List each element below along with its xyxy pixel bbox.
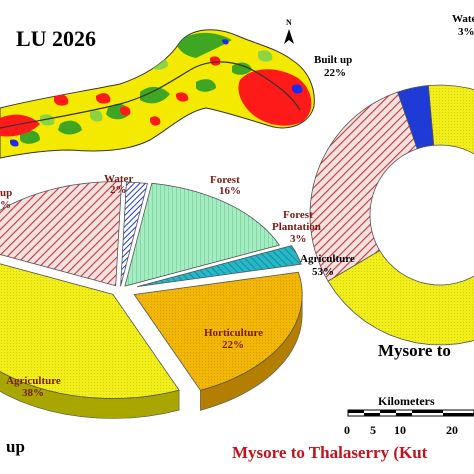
pie-value-built-up: % [0, 199, 11, 211]
doughnut-subtitle: Mysore to [378, 341, 451, 360]
scale-tick: 0 [344, 423, 350, 437]
pie-value-horticulture: 22% [222, 339, 244, 351]
pie-slice-horticulture [133, 271, 303, 391]
bottom-left-fragment: up [6, 437, 25, 456]
north-arrow-icon: N [284, 18, 294, 44]
map-title: LU 2026 [16, 26, 96, 51]
pie-slice-forest [124, 182, 280, 287]
pie-value-agriculture: 38% [22, 387, 44, 399]
donut-label-water: Wate [452, 13, 474, 25]
pie-chart-3d [0, 181, 303, 419]
pie-value-forest: 16% [219, 185, 241, 197]
pie-label-water: Water [104, 173, 133, 185]
map-forest-patches [20, 32, 252, 144]
pie-label-horticulture: Horticulture [204, 327, 263, 339]
scale-label: Kilometers [378, 394, 435, 408]
scale-tick: 5 [370, 423, 376, 437]
pie-value-water: 2% [110, 184, 127, 196]
donut-slice-water [397, 85, 435, 150]
donut-value-water: 3% [458, 26, 474, 38]
bottom-title: Mysore to Thalaserry (Kut [232, 443, 428, 462]
doughnut-labels: Built up 22% Agriculture 53% Wate 3% [300, 13, 474, 278]
donut-label-agriculture: Agriculture [300, 253, 355, 265]
scale-tick: 20 [446, 423, 458, 437]
donut-label-built-up: Built up [314, 54, 352, 66]
pie-label-forest: Forest [210, 174, 240, 186]
pie-label-plantation-line2: Plantation [272, 221, 321, 233]
pie-slice-agriculture [0, 263, 180, 399]
donut-value-agriculture: 53% [312, 266, 334, 278]
map-road-line [0, 61, 301, 129]
map-built-up-patches [0, 56, 312, 137]
pie-labels: Water 2% Forest 16% Forest Plantation 3%… [0, 173, 321, 399]
land-use-map [0, 29, 315, 159]
pie-slice-water [120, 181, 148, 287]
donut-value-built-up: 22% [324, 67, 346, 79]
pie-value-plantation: 3% [290, 233, 307, 245]
pie-label-agriculture: Agriculture [6, 375, 61, 387]
pie-label-plantation-line1: Forest [283, 209, 313, 221]
map-water-patches [10, 39, 303, 147]
doughnut-chart [309, 84, 474, 346]
scale-tick: 10 [394, 423, 406, 437]
pie-slice-built-up [0, 181, 123, 287]
north-label: N [286, 18, 292, 27]
scale-bar: Kilometers 0 5 10 20 [344, 394, 474, 437]
pie-slice-forest-plantation [136, 245, 302, 287]
pie-label-built-up: up [0, 187, 12, 199]
